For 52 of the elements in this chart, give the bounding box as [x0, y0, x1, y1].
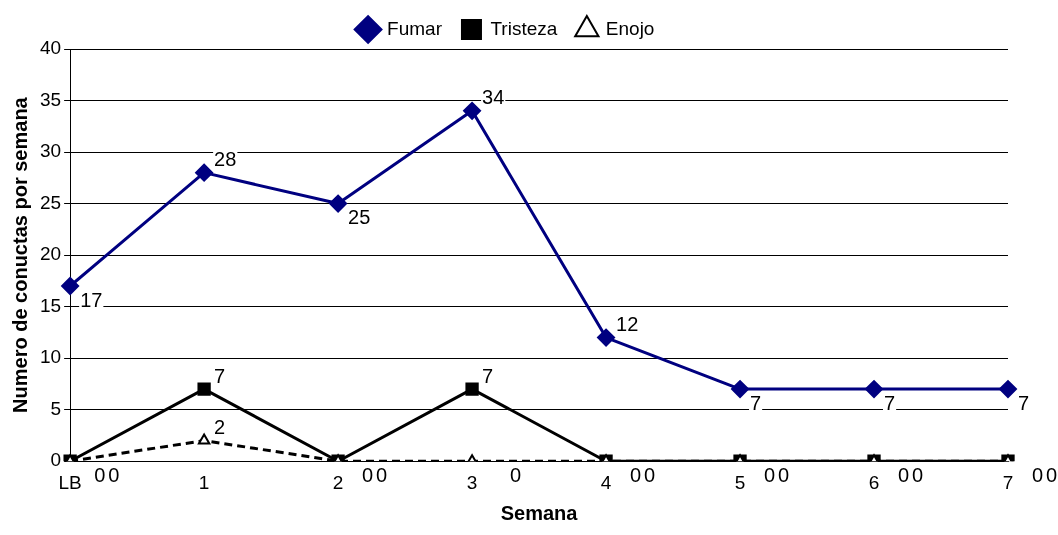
data-label: 0 — [764, 463, 776, 486]
data-label: 0 — [778, 463, 790, 486]
legend-label: Fumar — [387, 17, 443, 39]
data-label: 7 — [214, 364, 226, 387]
data-label: 12 — [616, 313, 639, 336]
data-label: 0 — [94, 463, 106, 486]
data-label: 34 — [482, 86, 505, 109]
y-tick-label: 30 — [39, 140, 62, 162]
data-label: 7 — [482, 364, 494, 387]
point — [329, 194, 348, 213]
x-tick-label: 2 — [332, 471, 344, 493]
y-axis-title: Numero de conuctas por semana — [8, 96, 31, 413]
point — [463, 101, 482, 120]
data-label: 0 — [376, 463, 388, 486]
data-label: 7 — [1018, 391, 1030, 414]
y-tick-label: 25 — [39, 191, 62, 213]
legend-label: Tristeza — [490, 17, 558, 39]
y-tick-label: 35 — [39, 88, 62, 110]
x-tick-label: 3 — [466, 471, 478, 493]
data-label: 28 — [214, 148, 237, 171]
data-label: 0 — [630, 463, 642, 486]
point — [195, 163, 214, 182]
y-tick-label: 10 — [39, 346, 62, 368]
point — [61, 277, 80, 296]
y-tick-label: 40 — [39, 37, 62, 59]
legend-label: Enojo — [605, 17, 655, 39]
data-label: 17 — [80, 288, 103, 311]
data-label: 0 — [510, 463, 522, 486]
data-label: 7 — [750, 391, 762, 414]
data-label: 25 — [348, 206, 371, 229]
point — [197, 433, 211, 445]
point — [597, 328, 616, 347]
data-label: 7 — [884, 391, 896, 414]
data-label: 2 — [214, 416, 226, 439]
x-tick-label: 4 — [600, 471, 612, 493]
data-label: 0 — [1032, 463, 1044, 486]
data-label: 0 — [1046, 463, 1058, 486]
x-axis-title: Semana — [500, 501, 579, 524]
x-tick-label: LB — [58, 471, 82, 493]
data-label: 0 — [108, 463, 120, 486]
data-label: 0 — [912, 463, 924, 486]
data-label: 0 — [898, 463, 910, 486]
x-tick-label: 7 — [1002, 471, 1014, 493]
x-tick-label: 1 — [198, 471, 210, 493]
data-label: 0 — [644, 463, 656, 486]
y-tick-label: 20 — [39, 243, 62, 265]
y-tick-label: 0 — [50, 449, 62, 471]
data-label: 0 — [362, 463, 374, 486]
x-tick-label: 6 — [868, 471, 880, 493]
y-tick-label: 15 — [39, 294, 62, 316]
x-tick-label: 5 — [734, 471, 746, 493]
y-tick-label: 5 — [50, 397, 62, 419]
